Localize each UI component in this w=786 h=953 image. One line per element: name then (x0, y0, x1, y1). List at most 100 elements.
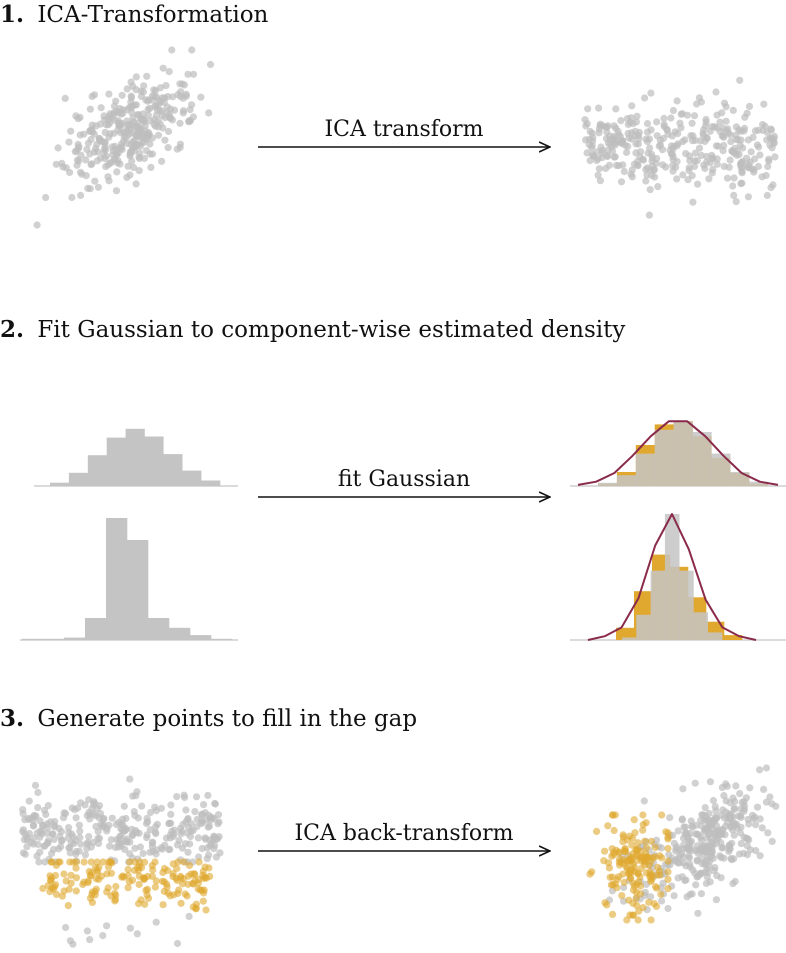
data-point (720, 141, 728, 150)
data-point (142, 147, 151, 155)
data-point (595, 165, 603, 173)
data-point (732, 782, 740, 790)
data-point (182, 806, 190, 814)
data-point (72, 814, 80, 822)
data-point (695, 94, 704, 102)
generated-point (650, 900, 658, 908)
data-point (108, 143, 116, 151)
data-point (105, 821, 113, 829)
generated-point (72, 858, 80, 866)
histogram-bar (85, 618, 107, 640)
generated-point (91, 864, 99, 872)
data-point (722, 117, 730, 125)
data-point (205, 109, 213, 117)
data-point (727, 138, 735, 146)
data-point (36, 817, 44, 825)
data-point (738, 169, 746, 177)
data-point (749, 133, 757, 141)
data-point (736, 812, 745, 820)
histogram-component-1 (34, 428, 238, 487)
data-point (695, 144, 704, 152)
generated-point (642, 850, 650, 858)
data-point (198, 811, 206, 819)
histogram-bar (68, 472, 89, 486)
data-point (216, 849, 224, 857)
data-point (681, 830, 689, 838)
data-point (670, 892, 678, 900)
data-point (759, 120, 767, 129)
histogram-bar (127, 540, 149, 640)
generated-point (588, 868, 596, 876)
data-point (646, 186, 654, 194)
histogram-bar (616, 475, 637, 486)
data-point (687, 817, 695, 825)
data-point (100, 112, 108, 120)
data-point (72, 836, 80, 845)
data-point (637, 148, 645, 156)
histogram-bar (654, 429, 674, 486)
data-point (653, 154, 661, 163)
histogram-bar (211, 638, 233, 640)
data-point (130, 163, 138, 172)
data-point (86, 105, 94, 113)
data-point (52, 160, 60, 168)
data-point (623, 115, 632, 123)
data-point (617, 178, 626, 186)
generated-point (196, 886, 204, 894)
data-point (106, 842, 114, 850)
data-point (81, 851, 89, 859)
data-point (696, 137, 705, 145)
data-point (612, 161, 621, 169)
data-point (33, 221, 41, 229)
data-point (112, 820, 120, 829)
data-point (205, 851, 213, 859)
generated-point (658, 854, 666, 862)
data-point (25, 797, 33, 805)
data-point (610, 132, 618, 140)
data-point (100, 815, 108, 823)
data-point (98, 823, 106, 831)
generated-point (642, 819, 650, 827)
generated-point (51, 871, 60, 880)
data-point (139, 88, 147, 96)
data-point (85, 833, 93, 841)
data-point (743, 851, 752, 859)
data-point (740, 805, 749, 813)
data-point (133, 829, 141, 837)
data-point (152, 918, 160, 926)
data-point (82, 156, 90, 164)
generated-point (173, 864, 181, 873)
data-point (689, 198, 697, 206)
data-point (57, 843, 65, 851)
data-point (716, 852, 724, 860)
generated-point (46, 888, 54, 896)
data-point (643, 120, 652, 128)
step-1-heading: 1. ICA-Transformation (0, 1, 269, 28)
generated-point (593, 827, 601, 836)
data-point (605, 161, 614, 169)
generated-point (199, 871, 207, 880)
generated-point (664, 829, 672, 837)
data-point (162, 834, 171, 842)
data-point (77, 840, 85, 848)
data-point (679, 785, 687, 793)
data-point (730, 191, 738, 199)
generated-point (615, 849, 623, 857)
data-point (145, 132, 153, 140)
data-point (123, 139, 131, 147)
data-point (676, 119, 684, 127)
histogram-bar (22, 638, 44, 640)
generated-point (192, 905, 200, 913)
arrow-3-label: ICA back-transform (294, 821, 513, 846)
data-point (712, 88, 720, 96)
data-point (191, 808, 199, 816)
data-point (744, 193, 753, 201)
data-point (118, 145, 126, 154)
data-point (632, 140, 640, 148)
generated-point (629, 911, 637, 919)
generated-point (608, 845, 616, 853)
data-point (666, 814, 674, 822)
data-point (148, 96, 157, 104)
data-point (46, 818, 55, 826)
data-point (750, 166, 758, 174)
